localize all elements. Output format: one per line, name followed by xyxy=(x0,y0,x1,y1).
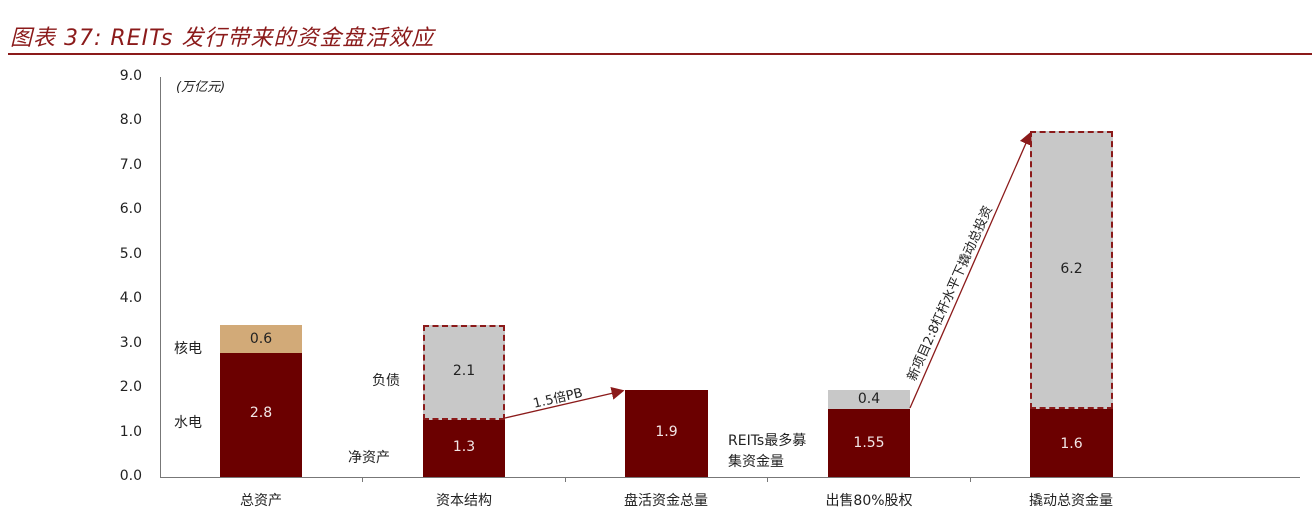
value-label: 6.2 xyxy=(1060,261,1083,277)
value-label: 1.6 xyxy=(1060,436,1083,452)
label-reits-raise-line2: 集资金量 xyxy=(728,454,784,470)
x-label: 出售80%股权 xyxy=(825,493,913,509)
arrow-leverage xyxy=(909,131,1032,409)
y-tick: 4.0 xyxy=(119,290,142,306)
x-label: 撬动总资金量 xyxy=(1029,493,1113,509)
x-label: 盘活资金总量 xyxy=(624,493,708,509)
value-label: 0.4 xyxy=(857,391,881,407)
y-tick: 7.0 xyxy=(119,157,142,173)
legend-nuclear: 核电 xyxy=(174,341,202,357)
bar-leveraged-top: 6.2 xyxy=(1030,131,1113,409)
y-tick: 0.0 xyxy=(119,468,142,484)
bar-capital-net-assets: 1.3 xyxy=(423,419,505,477)
chart-title: 图表 37: REITs 发行带来的资金盘活效应 xyxy=(10,26,435,51)
y-tick: 5.0 xyxy=(119,246,142,262)
y-tick: 9.0 xyxy=(119,68,142,84)
label-reits-raise-line1: REITs最多募 xyxy=(728,433,807,449)
y-tick: 3.0 xyxy=(119,335,142,351)
unit-label: (万亿元) xyxy=(176,80,226,95)
value-label: 2.8 xyxy=(249,405,273,421)
y-axis xyxy=(160,77,161,477)
bar-sell-equity-reits: 1.55 xyxy=(828,409,910,477)
label-net-assets: 净资产 xyxy=(348,450,390,466)
value-label: 1.55 xyxy=(853,435,885,451)
x-label: 资本结构 xyxy=(436,493,492,509)
y-tick: 2.0 xyxy=(119,379,142,395)
arrow-pb xyxy=(504,387,625,419)
value-label: 1.9 xyxy=(655,424,678,440)
x-tick xyxy=(362,477,363,482)
y-tick: 6.0 xyxy=(119,201,142,217)
bar-total-assets-nuclear: 0.6 xyxy=(220,325,302,353)
label-debt: 负债 xyxy=(372,373,400,389)
bar-sell-equity-remain: 0.4 xyxy=(828,390,910,409)
value-label: 0.6 xyxy=(249,331,273,347)
y-tick: 8.0 xyxy=(119,112,142,128)
bar-total-assets-hydro: 2.8 xyxy=(220,353,302,477)
legend-hydro: 水电 xyxy=(174,415,202,431)
bar-capital-debt: 2.1 xyxy=(423,325,505,420)
title-divider xyxy=(8,53,1312,55)
y-tick: 1.0 xyxy=(119,424,142,440)
bar-revitalized-funds: 1.9 xyxy=(625,390,708,477)
x-label: 总资产 xyxy=(240,493,282,509)
value-label: 2.1 xyxy=(452,363,476,379)
x-tick xyxy=(565,477,566,482)
bar-leveraged-base: 1.6 xyxy=(1030,408,1113,477)
x-tick xyxy=(767,477,768,482)
x-axis xyxy=(160,477,1300,478)
value-label: 1.3 xyxy=(452,439,476,455)
x-tick xyxy=(970,477,971,482)
